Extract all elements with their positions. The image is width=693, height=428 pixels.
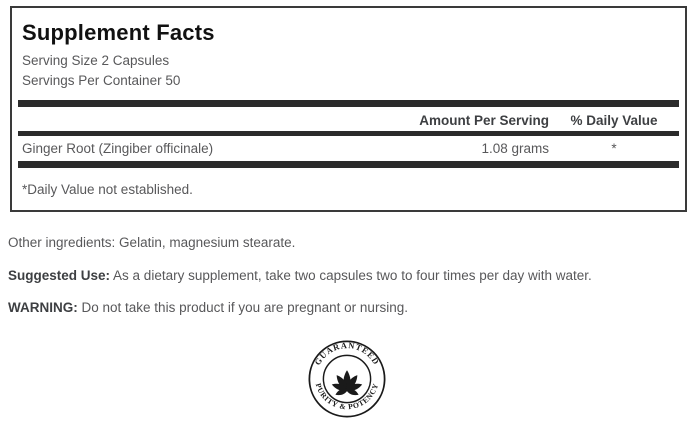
servings-per-container-text: Servings Per Container 50 — [22, 73, 181, 88]
serving-size-text: Serving Size 2 Capsules — [22, 53, 170, 68]
ingredient-daily-value: * — [611, 141, 617, 156]
suggested-use-text: Suggested Use: As a dietary supplement, … — [8, 269, 668, 283]
guarantee-seal: GUARANTEED PURITY & POTENCY — [0, 339, 693, 424]
daily-value-header: % Daily Value — [570, 113, 658, 128]
ingredient-amount: 1.08 grams — [481, 141, 549, 156]
warning-body: Do not take this product if you are preg… — [81, 300, 408, 315]
supplement-facts-title: Supplement Facts — [22, 20, 215, 45]
amount-per-serving-header: Amount Per Serving — [419, 113, 549, 128]
warning-label: WARNING: — [8, 300, 78, 315]
suggested-use-body: As a dietary supplement, take two capsul… — [113, 268, 592, 283]
supplement-facts-panel: Supplement Facts Serving Size 2 Capsules… — [10, 6, 687, 212]
suggested-use-label: Suggested Use: — [8, 268, 111, 283]
leaf-cluster-icon — [331, 370, 362, 396]
supplement-label-page: Supplement Facts Serving Size 2 Capsules… — [0, 6, 693, 428]
seal-top-text: GUARANTEED — [313, 341, 381, 367]
divider-bar-thick-bottom — [18, 161, 679, 168]
seal-inner-ring — [322, 354, 371, 404]
guarantee-seal-graphic: GUARANTEED PURITY & POTENCY — [308, 340, 385, 418]
other-ingredients-text: Other ingredients: Gelatin, magnesium st… — [8, 235, 296, 250]
seal-outer-ring — [308, 340, 385, 418]
table-row: Ginger Root (Zingiber officinale) 1.08 g… — [22, 139, 679, 158]
ingredient-name: Ginger Root (Zingiber officinale) — [22, 141, 214, 156]
facts-header-row: Amount Per Serving % Daily Value — [22, 110, 679, 131]
warning-text: WARNING: Do not take this product if you… — [8, 301, 668, 315]
divider-bar-medium — [18, 131, 679, 136]
divider-bar-thick-top — [18, 100, 679, 107]
daily-value-footnote: *Daily Value not established. — [22, 182, 193, 197]
